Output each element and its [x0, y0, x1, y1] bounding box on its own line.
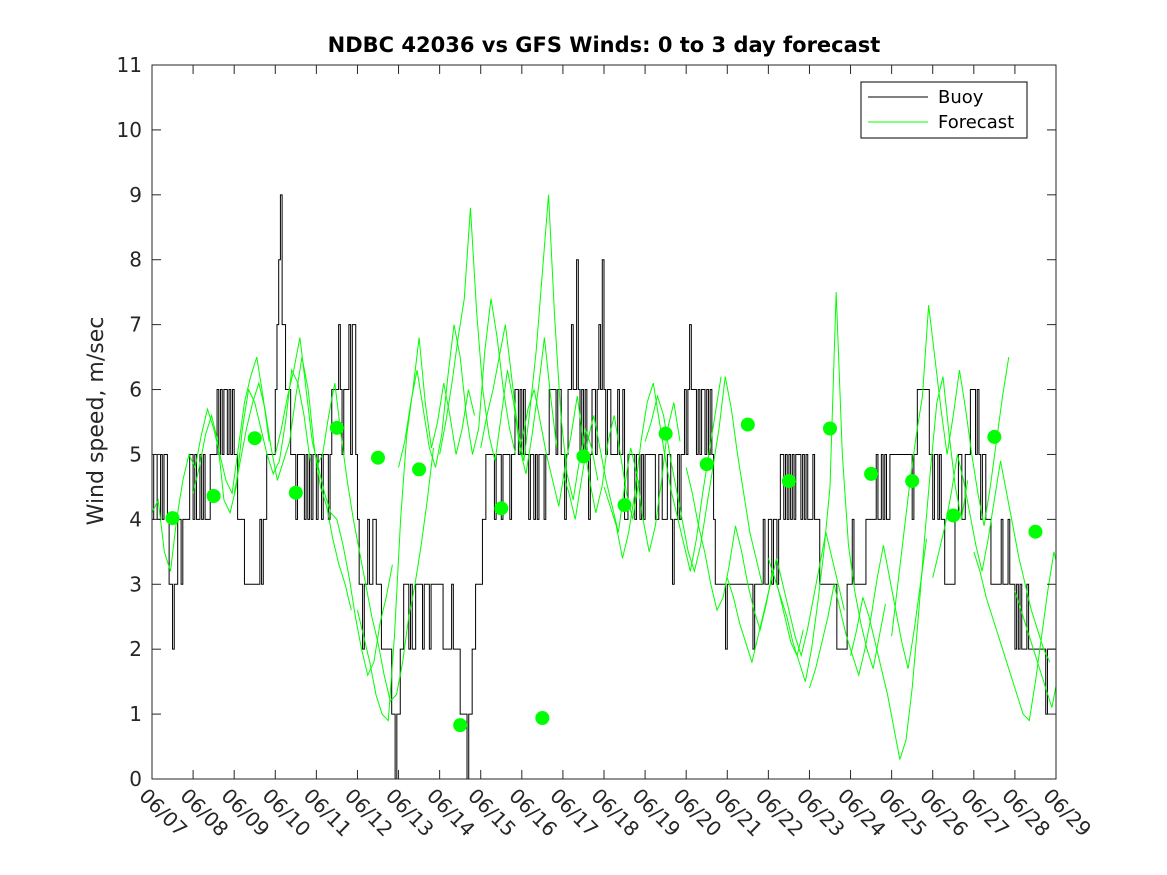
forecast-run-line-3: [274, 337, 393, 677]
forecast-marker: [412, 462, 427, 477]
y-tick-label: 0: [129, 767, 142, 791]
y-tick-label: 2: [129, 637, 142, 661]
y-tick-label: 10: [117, 118, 142, 142]
forecast-marker: [823, 421, 837, 436]
forecast-run-line-11: [603, 376, 722, 572]
forecast-run-line-18: [891, 305, 1010, 637]
forecast-marker: [658, 426, 673, 441]
forecast-marker: [781, 474, 796, 489]
forecast-marker: [165, 511, 180, 526]
forecast-marker: [453, 718, 468, 733]
y-tick-label: 3: [129, 572, 142, 596]
forecast-marker: [1028, 524, 1043, 539]
y-axis-label: Wind speed, m/sec: [84, 317, 109, 526]
forecast-marker: [206, 489, 221, 503]
forecast-marker: [699, 457, 714, 472]
buoy-series-line: [152, 194, 1056, 779]
forecast-run-line-21: [1014, 590, 1056, 708]
forecast-run-line-4: [315, 382, 434, 703]
legend-label-buoy: Buoy: [938, 87, 984, 108]
plot-area: [151, 64, 1057, 780]
forecast-marker: [371, 450, 385, 465]
forecast-marker: [617, 498, 632, 513]
forecast-run-line-19: [932, 454, 1051, 663]
forecast-run-line-9: [521, 389, 640, 520]
forecast-marker: [864, 466, 879, 481]
forecast-run-line-1: [192, 368, 311, 515]
y-tick-label: 11: [117, 53, 142, 77]
y-tick-label: 1: [129, 702, 142, 726]
y-tick-label: 9: [129, 183, 142, 207]
forecast-marker: [576, 449, 591, 464]
forecast-marker: [288, 485, 303, 500]
y-tick-label: 5: [129, 442, 142, 466]
forecast-marker: [987, 429, 1002, 444]
forecast-run-line-8: [480, 194, 599, 501]
forecast-run-line-6: [398, 298, 517, 468]
forecast-run-line-17: [850, 376, 969, 760]
y-tick-label: 8: [129, 248, 142, 272]
y-tick-label: 7: [129, 313, 142, 337]
forecast-run-line-13: [685, 467, 804, 658]
legend-box: [860, 81, 1028, 139]
forecast-run-line-12: [644, 376, 763, 585]
forecast-run-line-20: [973, 551, 1056, 722]
forecast-run-line-16: [808, 538, 928, 689]
legend: Buoy Forecast: [860, 81, 1028, 139]
forecast-marker: [905, 474, 920, 489]
forecast-marker: [535, 710, 550, 725]
chart-title: NDBC 42036 vs GFS Winds: 0 to 3 day fore…: [328, 33, 881, 57]
forecast-marker: [329, 420, 344, 435]
y-tick-label: 6: [129, 378, 142, 402]
forecast-marker: [494, 501, 509, 516]
plot-background: [152, 65, 1056, 779]
forecast-run-line-2: [233, 356, 352, 611]
forecast-run-line-7: [439, 207, 558, 475]
forecast-marker: [946, 508, 961, 523]
legend-label-forecast: Forecast: [938, 112, 1014, 133]
y-axis: 0 1 2 3 4 5 6 7 8 9 10 11: [117, 53, 1056, 791]
forecast-marker: [740, 417, 755, 432]
data-layer: [152, 194, 1056, 779]
forecast-run-line-5: [356, 337, 476, 722]
y-tick-label: 4: [129, 507, 142, 531]
forecast-marker: [247, 431, 262, 446]
